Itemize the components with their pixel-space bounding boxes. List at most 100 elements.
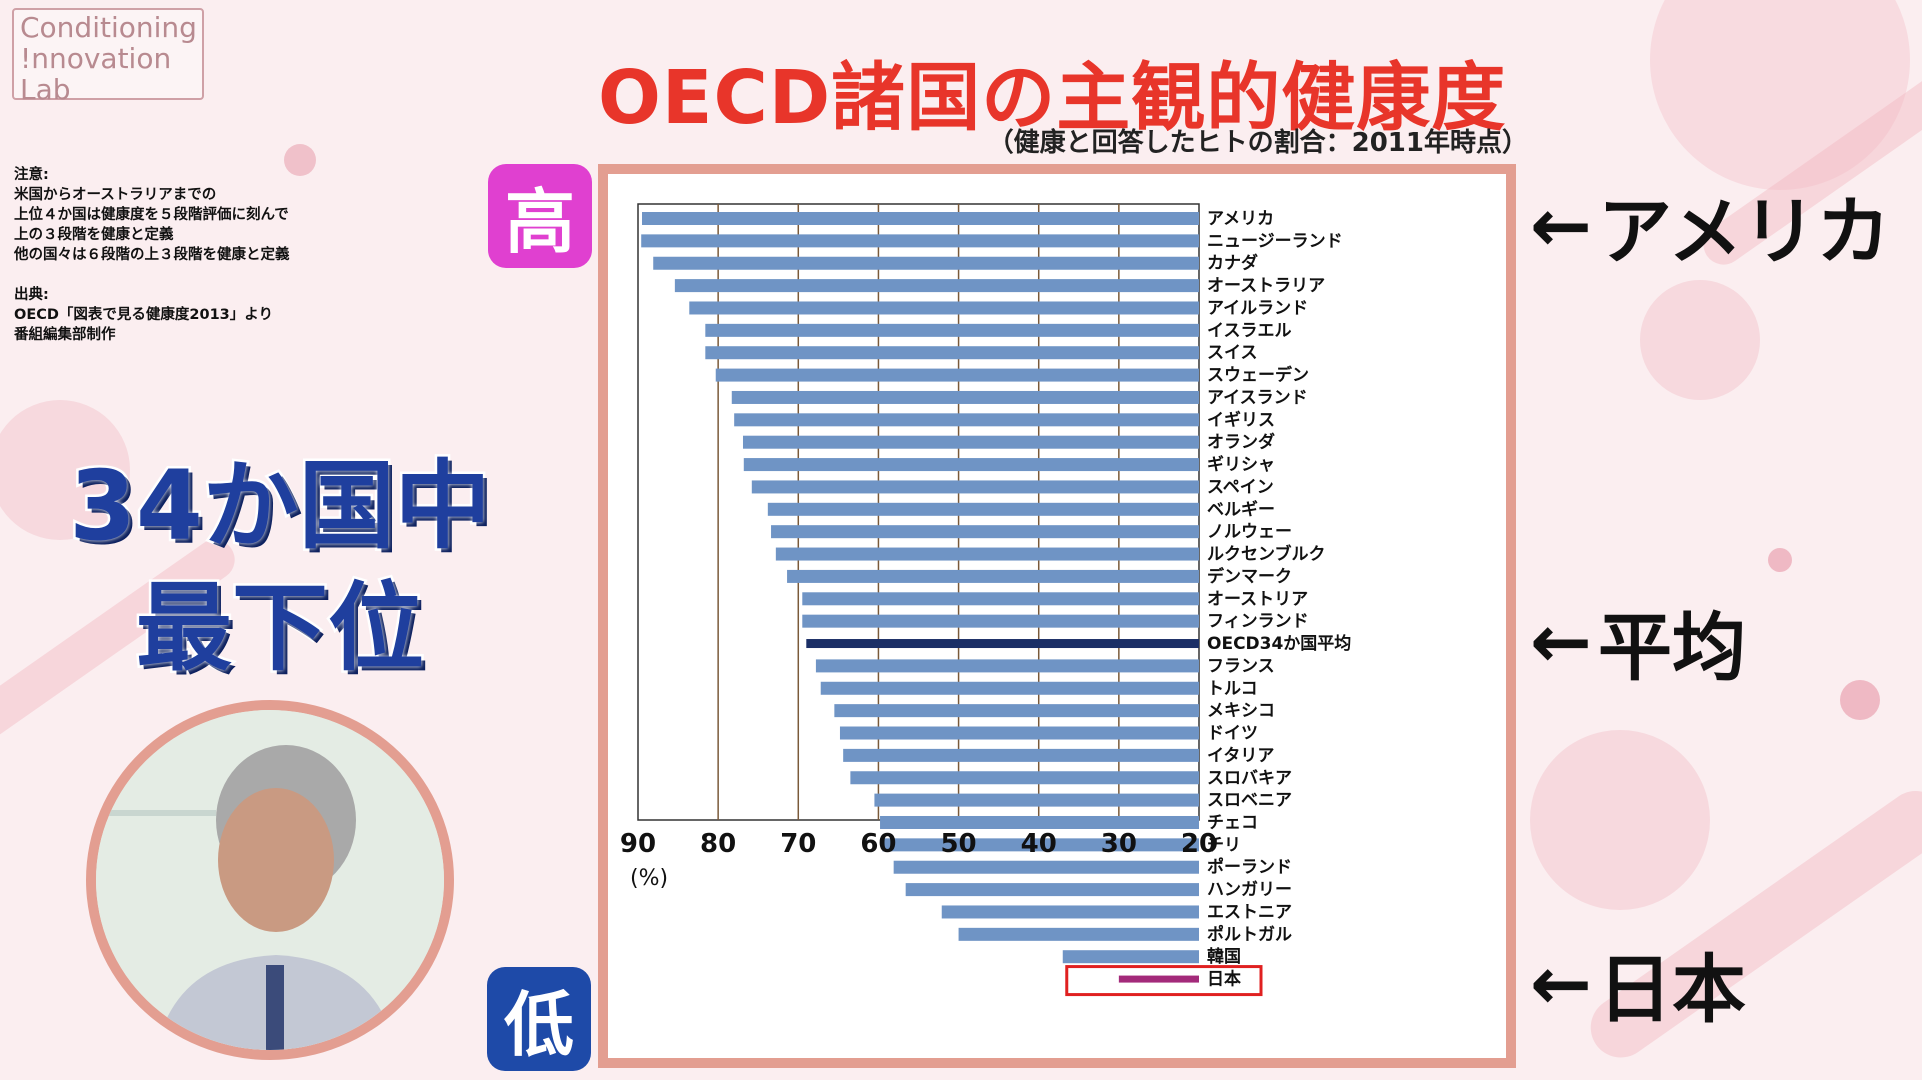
bar [905, 883, 1199, 897]
category-label: アメリカ [1207, 209, 1274, 229]
bar [705, 323, 1199, 337]
logo-line-3: Lab [20, 73, 71, 106]
bar [820, 681, 1199, 695]
source-line: OECD「図表で見る健康度2013」より [14, 307, 273, 323]
source-heading: 出典: [14, 287, 49, 303]
rank-headline: 34か国中 最下位 [40, 445, 520, 689]
bar [734, 413, 1199, 427]
bar [958, 927, 1199, 941]
bar [743, 458, 1199, 472]
callout-usa: ← アメリカ [1530, 172, 1890, 279]
source-line: 番組編集部制作 [14, 327, 116, 343]
category-label: スペイン [1207, 477, 1274, 497]
category-label: イスラエル [1207, 321, 1292, 341]
category-label: スウェーデン [1207, 365, 1309, 386]
category-label: アイスランド [1207, 388, 1308, 408]
category-label: スロベニア [1207, 791, 1292, 811]
bar [689, 301, 1199, 315]
category-label: フランス [1207, 656, 1275, 676]
category-label: スイス [1207, 343, 1258, 363]
bar-chart: アメリカニュージーランドカナダオーストラリアアイルランドイスラエルスイススウェー… [620, 203, 1351, 997]
bar [705, 346, 1199, 360]
left-arrow-icon: ← [1530, 598, 1593, 685]
headline-line-2: 最下位 [134, 570, 427, 687]
category-label: ニュージーランド [1207, 231, 1343, 251]
bar [767, 502, 1199, 516]
bar [850, 771, 1199, 785]
x-tick-label: 80 [700, 829, 736, 859]
category-label: 韓国 [1207, 946, 1241, 967]
bar [771, 525, 1199, 539]
category-label: イギリス [1207, 410, 1275, 430]
category-label: デンマーク [1207, 566, 1292, 587]
category-label: メキシコ [1207, 701, 1275, 721]
x-unit-label: (%) [630, 866, 668, 891]
note-line: 上の３段階を健康と定義 [14, 227, 174, 243]
bar [843, 748, 1199, 762]
speaker-photo [86, 700, 454, 1060]
callout-usa-label: アメリカ [1598, 189, 1891, 275]
category-label: チリ [1207, 835, 1241, 855]
category-label: フィンランド [1207, 612, 1309, 632]
bar [742, 435, 1199, 449]
bar [802, 592, 1199, 606]
low-badge: 低 [487, 967, 591, 1071]
chart-subtitle: （健康と回答したヒトの割合：2011年時点） [987, 128, 1528, 158]
category-label: オーストラリア [1207, 276, 1325, 296]
note-line: 上位４か国は健康度を５段階評価に刻んで [14, 207, 289, 223]
category-label: ハンガリー [1207, 880, 1292, 900]
note-heading: 注意: [14, 167, 49, 183]
bar [882, 838, 1199, 852]
callout-average-label: 平均 [1598, 605, 1747, 691]
x-tick-label: 30 [1101, 829, 1137, 859]
note-line: 他の国々は６段階の上３段階を健康と定義 [14, 247, 290, 263]
bar [642, 212, 1199, 225]
x-tick-label: 90 [620, 829, 656, 859]
left-arrow-icon: ← [1530, 182, 1593, 269]
category-label: ルクセンブルク [1207, 544, 1326, 565]
bar [815, 659, 1199, 673]
x-tick-label: 60 [860, 829, 896, 859]
bar [874, 793, 1199, 807]
category-label: イタリア [1207, 746, 1274, 766]
callout-average: ← 平均 [1530, 588, 1746, 695]
bar [893, 860, 1199, 874]
x-tick-label: 50 [940, 829, 976, 859]
category-label: ギリシャ [1207, 455, 1275, 475]
bar [839, 726, 1199, 740]
x-tick-label: 20 [1181, 829, 1217, 859]
category-label: エストニア [1207, 902, 1292, 922]
bar [1062, 950, 1199, 964]
bar [715, 368, 1199, 382]
bar [806, 639, 1199, 649]
notes-block: 注意: 米国からオーストラリアまでの 上位４か国は健康度を５段階評価に刻んで 上… [14, 165, 454, 345]
x-tick-label: 40 [1021, 829, 1057, 859]
bar [941, 905, 1199, 919]
logo-line-1: Conditioning [20, 11, 197, 44]
category-label: ドイツ [1207, 724, 1258, 744]
category-label: OECD34か国平均 [1207, 633, 1351, 654]
channel-logo: Conditioning !nnovation Lab [12, 8, 204, 105]
headline-line-1: 34か国中 [67, 448, 494, 565]
category-label: オーストリア [1207, 589, 1308, 609]
category-label: ポルトガル [1207, 924, 1292, 945]
chart-title: OECD諸国の主観的健康度 [598, 55, 1507, 141]
category-label: オランダ [1207, 432, 1275, 453]
category-label: アイルランド [1207, 298, 1308, 318]
category-label: トルコ [1207, 679, 1258, 699]
bar [775, 547, 1199, 561]
high-badge: 高 [488, 164, 592, 268]
category-label: 日本 [1207, 969, 1241, 990]
bar [751, 480, 1199, 494]
x-tick-label: 70 [780, 829, 816, 859]
logo-line-2: !nnovation [20, 42, 172, 75]
chart-frame: アメリカ ニュージーランド カナダ オーストラリア アイルランド イスラエル スイス スウェー… [598, 164, 1516, 1068]
bar [880, 815, 1199, 829]
bar [834, 704, 1199, 718]
category-label: スロバキア [1207, 768, 1292, 788]
category-label: ポーランド [1207, 857, 1292, 878]
category-label: カナダ [1207, 253, 1258, 274]
japan-highlight-box [1065, 965, 1263, 997]
callout-japan: ← 日本 [1530, 930, 1746, 1037]
